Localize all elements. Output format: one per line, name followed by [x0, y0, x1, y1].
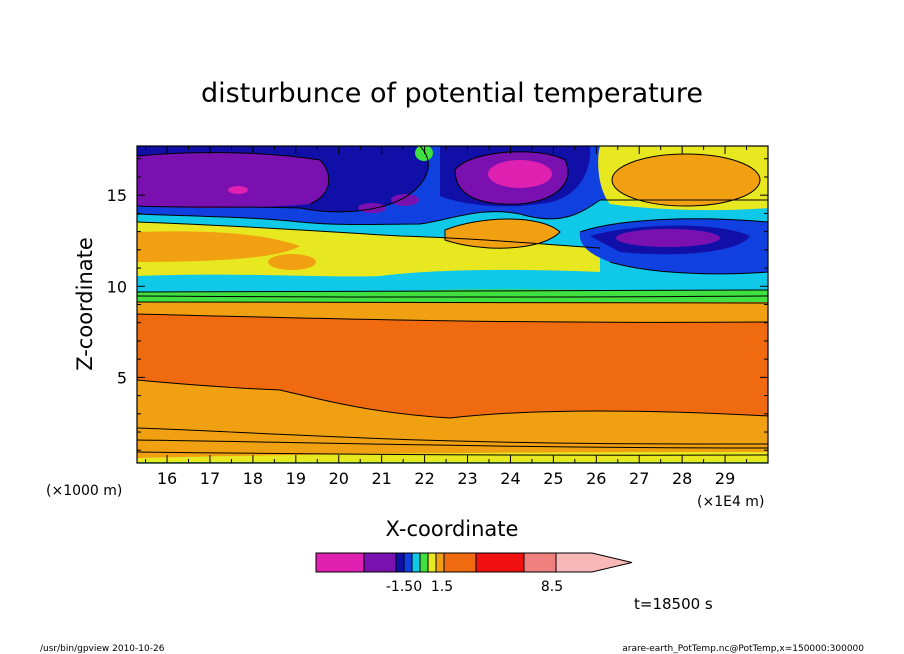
band-core-red-orange — [137, 314, 768, 418]
colorbar-cell-4 — [411, 552, 421, 573]
chart-title: disturbunce of potential temperature — [201, 78, 703, 109]
blob-purple-mid2 — [391, 194, 419, 206]
colorbar-cell-3 — [403, 552, 413, 573]
x-tick-label-5: 21 — [371, 469, 391, 488]
colorbar-cell-7 — [435, 552, 445, 573]
x-tick-label-1: 17 — [200, 469, 220, 488]
band-upper-orange-center — [445, 219, 560, 249]
colorbar-label-1: 1.5 — [431, 579, 453, 595]
colorbar-cell-6 — [427, 552, 437, 573]
x-unit-left: (×1000 m) — [46, 483, 122, 499]
blob-purple-mid — [358, 203, 386, 213]
contour-field — [137, 146, 768, 463]
x-tick-label-11: 27 — [629, 469, 649, 488]
time-label: t=18500 s — [634, 595, 713, 613]
colorbar-cell-10 — [523, 552, 557, 573]
colorbar-cell-0 — [315, 552, 365, 573]
band-upper-orange-left — [137, 231, 300, 262]
blob-upper-orange-small — [268, 254, 316, 270]
x-tick-label-0: 16 — [157, 469, 177, 488]
blob-top-green — [415, 146, 433, 161]
x-tick-label-7: 23 — [457, 469, 477, 488]
x-unit-right: (×1E4 m) — [697, 494, 764, 510]
x-tick-label-12: 28 — [672, 469, 692, 488]
blob-right-orange — [612, 154, 760, 206]
y-axis: 5 10 15 — [107, 158, 768, 451]
contour-lines — [137, 146, 768, 456]
colorbar-cell-5 — [419, 552, 429, 573]
colorbar-labels: -1.50 1.5 8.5 — [386, 579, 563, 595]
colorbar — [315, 552, 633, 573]
x-tick-label-3: 19 — [286, 469, 306, 488]
colorbar-label-2: 8.5 — [541, 579, 563, 595]
x-tick-label-6: 22 — [414, 469, 434, 488]
x-tick-label-10: 26 — [586, 469, 606, 488]
x-tick-label-8: 24 — [500, 469, 520, 488]
y-tick-label-0: 5 — [117, 368, 127, 387]
colorbar-arrow — [555, 552, 633, 573]
colorbar-cell-2 — [395, 552, 405, 573]
footer-right: arare-earth_PotTemp.nc@PotTemp,x=150000:… — [622, 644, 864, 654]
footer-left: /usr/bin/gpview 2010-10-26 — [40, 644, 165, 654]
blob-magenta-center — [488, 160, 552, 188]
x-tick-label-13: 29 — [715, 469, 735, 488]
blob-right-purple — [616, 229, 720, 247]
x-tick-label-4: 20 — [329, 469, 349, 488]
x-axis: 16 17 18 19 20 21 22 23 24 25 26 27 28 29 — [145, 146, 748, 488]
y-axis-label: Z-coordinate — [73, 237, 97, 371]
colorbar-cell-8 — [443, 552, 477, 573]
blob-magenta-left — [228, 186, 248, 194]
colorbar-label-0: -1.50 — [386, 579, 422, 595]
x-tick-label-2: 18 — [243, 469, 263, 488]
x-tick-label-9: 25 — [543, 469, 563, 488]
colorbar-cell-1 — [363, 552, 397, 573]
y-tick-label-2: 15 — [107, 186, 127, 205]
colorbar-cell-9 — [475, 552, 525, 573]
blob-purple-left — [137, 152, 329, 208]
y-tick-label-1: 10 — [107, 277, 127, 296]
x-axis-label: X-coordinate — [386, 517, 519, 541]
